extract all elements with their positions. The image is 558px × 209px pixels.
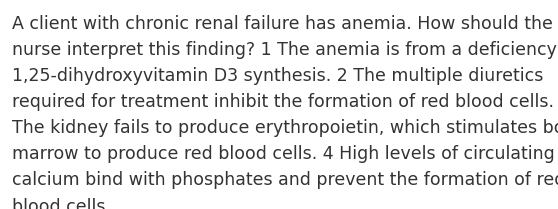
Text: blood cells.: blood cells. — [12, 198, 111, 209]
Text: 1,25-dihydroxyvitamin D3 synthesis. 2 The multiple diuretics: 1,25-dihydroxyvitamin D3 synthesis. 2 Th… — [12, 67, 543, 85]
Text: calcium bind with phosphates and prevent the formation of red: calcium bind with phosphates and prevent… — [12, 171, 558, 189]
Text: required for treatment inhibit the formation of red blood cells. 3: required for treatment inhibit the forma… — [12, 93, 558, 111]
Text: marrow to produce red blood cells. 4 High levels of circulating: marrow to produce red blood cells. 4 Hig… — [12, 145, 555, 163]
Text: The kidney fails to produce erythropoietin, which stimulates bone: The kidney fails to produce erythropoiet… — [12, 119, 558, 137]
Text: A client with chronic renal failure has anemia. How should the: A client with chronic renal failure has … — [12, 15, 553, 33]
Text: nurse interpret this finding? 1 The anemia is from a deficiency of: nurse interpret this finding? 1 The anem… — [12, 41, 558, 59]
